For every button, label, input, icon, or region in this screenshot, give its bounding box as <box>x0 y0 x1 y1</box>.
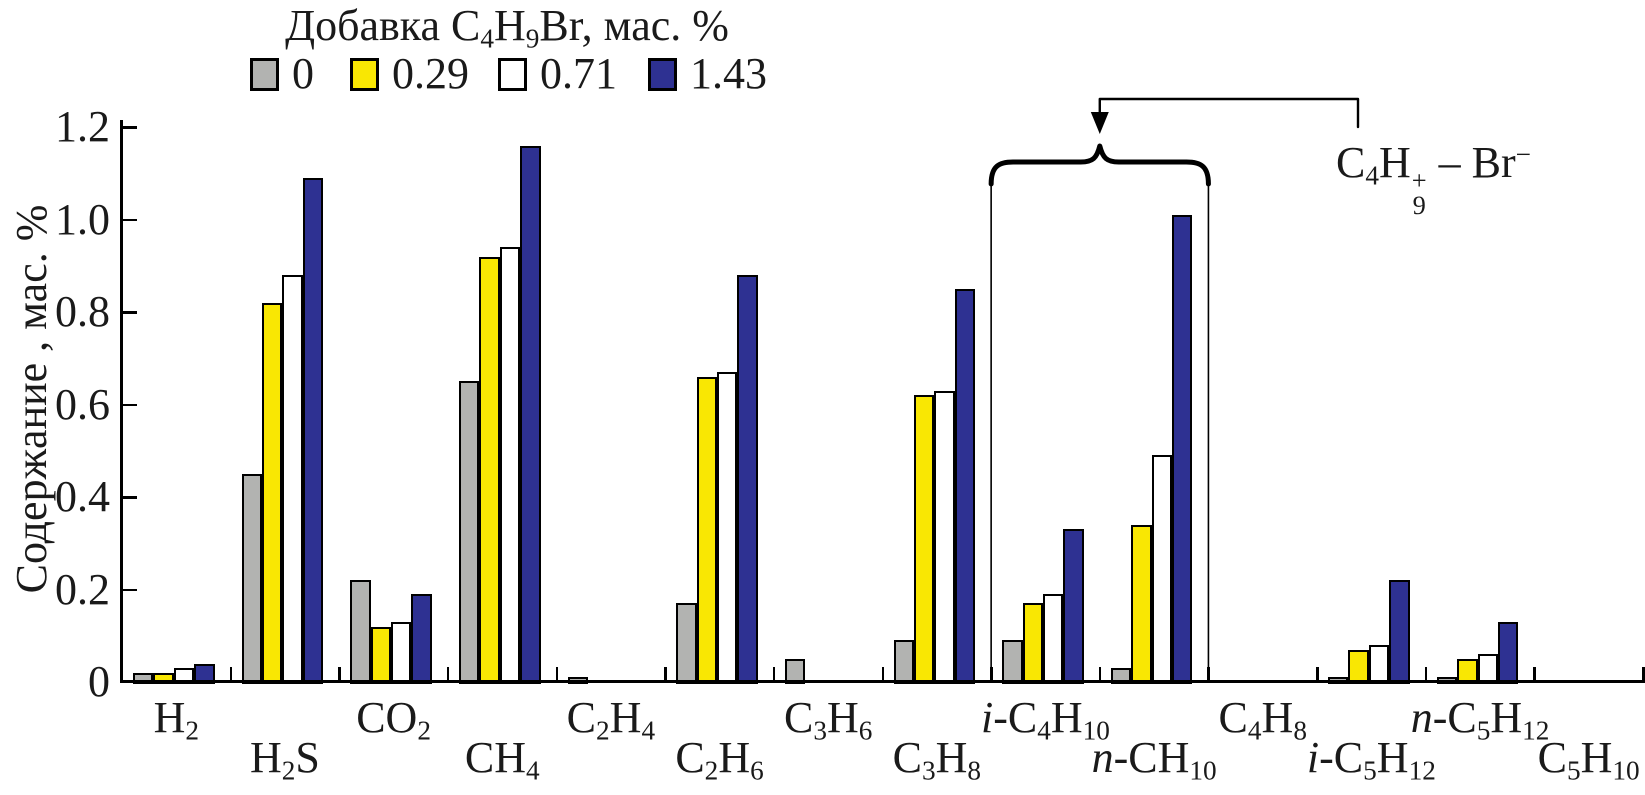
bar-n-C5H12-0.71 <box>1477 654 1498 684</box>
legend-label-2: 0.71 <box>540 49 617 98</box>
y-tick <box>122 126 137 129</box>
x-tick <box>1098 667 1102 682</box>
x-category-label: C5H10 <box>1537 733 1640 786</box>
bar-C3H8-0.71 <box>934 390 955 684</box>
bar-n-CH10-0.29 <box>1131 524 1152 684</box>
bar-CO2-0 <box>350 580 371 684</box>
x-tick <box>446 667 450 682</box>
legend-label-0: 0 <box>292 49 314 98</box>
legend-swatch-white <box>498 57 527 91</box>
legend-swatch-gray <box>250 57 279 91</box>
x-category-label: CO2 <box>356 693 431 746</box>
x-tick <box>1642 667 1645 682</box>
legend-item-0: 0 <box>250 49 314 98</box>
bar-i-C4H10-0.71 <box>1042 594 1064 684</box>
x-category-label: C3H6 <box>783 693 873 746</box>
bar-C2H6-0.29 <box>696 376 717 684</box>
x-category-label: C4H8 <box>1218 693 1307 746</box>
y-tick <box>122 311 137 314</box>
bar-C3H8-0 <box>893 640 914 684</box>
bar-i-C5H12-0.71 <box>1368 645 1390 684</box>
bar-CO2-0.29 <box>370 626 392 684</box>
y-tick-label: 1.2 <box>55 102 110 151</box>
x-category-label: C2H4 <box>566 693 656 746</box>
bar-n-C5H12-1.43 <box>1497 621 1519 684</box>
x-tick <box>1424 667 1428 682</box>
bar-H2S-0.29 <box>262 302 283 684</box>
x-tick <box>664 667 667 682</box>
bar-i-C4H10-0.29 <box>1022 603 1043 684</box>
x-axis-line <box>120 680 1645 683</box>
bar-C3H8-1.43 <box>954 288 976 684</box>
x-category-label: n-CH10 <box>1091 733 1217 786</box>
x-category-label: H2 <box>153 693 200 746</box>
x-tick <box>881 667 884 682</box>
bar-i-C4H10-1.43 <box>1063 529 1084 684</box>
bar-CH4-0.71 <box>499 247 521 684</box>
bar-C2H6-1.43 <box>737 275 758 684</box>
legend-title: Добавка C4H9Br, мас. % <box>285 1 729 54</box>
x-category-label: n-C5H12 <box>1410 693 1550 746</box>
legend-label-3: 1.43 <box>690 49 767 98</box>
legend-label-1: 0.29 <box>392 49 469 98</box>
legend-swatch-yellow <box>350 57 379 91</box>
y-tick <box>122 496 137 499</box>
bar-CO2-1.43 <box>411 594 432 684</box>
y-axis-line <box>120 120 123 683</box>
y-tick-label: 1.0 <box>55 194 110 244</box>
bar-H2-1.43 <box>194 663 215 684</box>
y-tick <box>122 403 137 406</box>
y-tick-label: 0.6 <box>55 379 110 429</box>
bar-CH4-1.43 <box>520 145 541 684</box>
y-tick-label: 0 <box>88 657 110 706</box>
x-category-label: i-C5H12 <box>1306 733 1436 786</box>
bar-i-C4H10-0 <box>1002 640 1023 684</box>
x-tick <box>229 667 233 682</box>
x-category-label: H2S <box>250 733 320 786</box>
bar-CH4-0.29 <box>479 256 500 684</box>
legend-item-3: 1.43 <box>648 49 767 98</box>
y-tick <box>122 218 137 221</box>
x-tick <box>555 667 559 682</box>
bar-H2S-0.71 <box>282 275 303 684</box>
x-tick <box>338 667 341 682</box>
bar-n-CH10-0.71 <box>1151 455 1172 684</box>
bar-C2H6-0 <box>676 603 697 684</box>
bar-n-CH10-1.43 <box>1171 214 1193 684</box>
x-tick <box>772 667 776 682</box>
x-tick <box>1316 667 1319 682</box>
x-category-label: C3H8 <box>892 733 982 786</box>
annotation-label: C4H +9 – Br− <box>1336 138 1532 220</box>
x-category-label: i-C4H10 <box>980 693 1110 746</box>
y-tick-label: 0.8 <box>55 287 110 336</box>
bar-H2S-1.43 <box>302 177 324 684</box>
legend-swatch-blue <box>648 57 677 91</box>
x-tick <box>1533 667 1536 682</box>
legend-item-2: 0.71 <box>498 49 617 98</box>
x-category-label: CH4 <box>464 733 540 786</box>
x-category-label: C2H6 <box>675 733 764 786</box>
legend-item-1: 0.29 <box>350 49 469 98</box>
bar-i-C5H12-1.43 <box>1389 580 1410 684</box>
bar-C2H6-0.71 <box>717 372 738 684</box>
y-tick-label: 0.4 <box>55 472 110 521</box>
bar-CH4-0 <box>458 381 480 684</box>
bar-H2S-0 <box>241 473 263 684</box>
y-tick-label: 0.2 <box>55 564 110 614</box>
bar-C3H8-0.29 <box>913 395 935 684</box>
bar-i-C5H12-0.29 <box>1348 649 1369 684</box>
bar-CO2-0.71 <box>391 621 412 684</box>
y-tick <box>122 588 137 591</box>
